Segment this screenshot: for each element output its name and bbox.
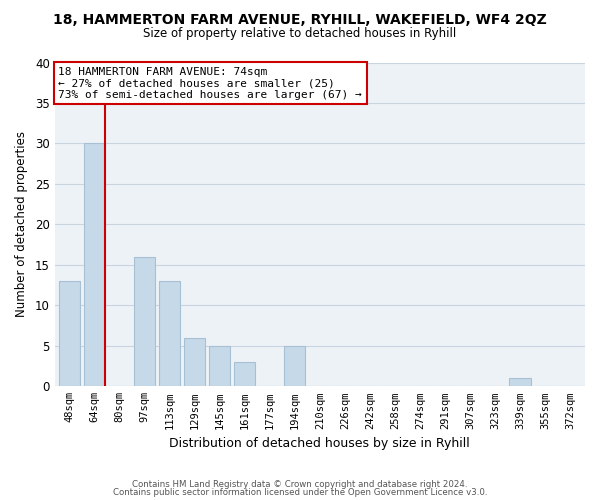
Bar	[134, 257, 155, 386]
Bar	[509, 378, 530, 386]
Bar	[184, 338, 205, 386]
Bar	[234, 362, 256, 386]
Text: Contains public sector information licensed under the Open Government Licence v3: Contains public sector information licen…	[113, 488, 487, 497]
Bar	[209, 346, 230, 387]
Bar	[59, 281, 80, 386]
Bar	[159, 281, 181, 386]
Text: 18, HAMMERTON FARM AVENUE, RYHILL, WAKEFIELD, WF4 2QZ: 18, HAMMERTON FARM AVENUE, RYHILL, WAKEF…	[53, 12, 547, 26]
Text: 18 HAMMERTON FARM AVENUE: 74sqm
← 27% of detached houses are smaller (25)
73% of: 18 HAMMERTON FARM AVENUE: 74sqm ← 27% of…	[58, 66, 362, 100]
Y-axis label: Number of detached properties: Number of detached properties	[15, 132, 28, 318]
X-axis label: Distribution of detached houses by size in Ryhill: Distribution of detached houses by size …	[169, 437, 470, 450]
Bar	[84, 144, 106, 386]
Bar	[284, 346, 305, 387]
Text: Size of property relative to detached houses in Ryhill: Size of property relative to detached ho…	[143, 28, 457, 40]
Text: Contains HM Land Registry data © Crown copyright and database right 2024.: Contains HM Land Registry data © Crown c…	[132, 480, 468, 489]
